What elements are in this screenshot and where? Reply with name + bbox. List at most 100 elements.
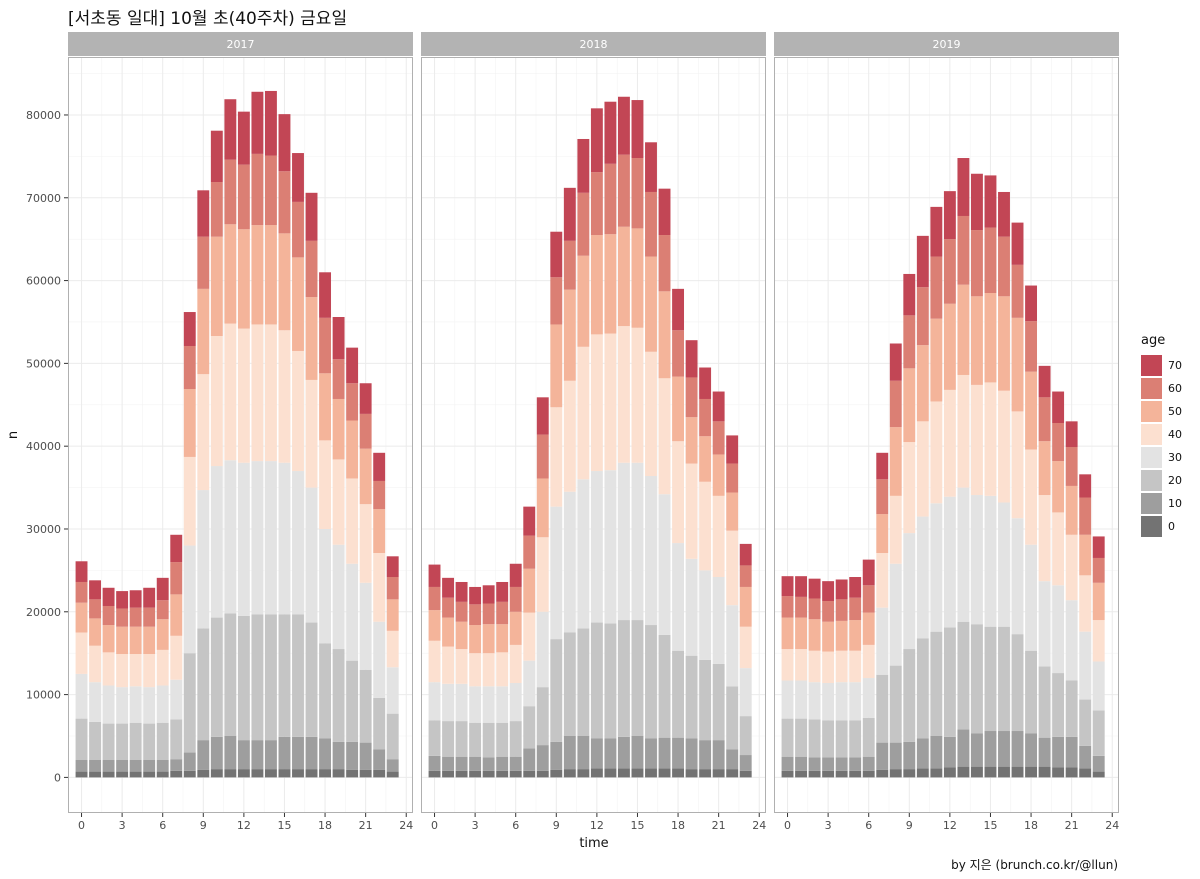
bar-segment-age-30 (699, 570, 712, 660)
bar-segment-age-20 (469, 722, 482, 757)
bar-segment-age-40 (658, 378, 671, 495)
bar-segment-age-10 (822, 757, 835, 771)
legend-key-age-0 (1141, 516, 1162, 537)
bar-segment-age-10 (739, 755, 752, 771)
bar-segment-age-30 (89, 682, 102, 722)
bar-segment-age-40 (197, 374, 210, 491)
bar-segment-age-60 (889, 380, 902, 428)
bar-segment-age-20 (183, 653, 196, 753)
bar-segment-age-30 (197, 490, 210, 629)
bar-segment-age-40 (1025, 449, 1038, 545)
bar-segment-age-40 (1065, 534, 1078, 601)
bar-segment-age-20 (143, 723, 156, 760)
bar-segment-age-0 (984, 766, 997, 778)
bar-segment-age-40 (183, 456, 196, 546)
bar-segment-age-40 (550, 407, 563, 507)
bar-segment-age-10 (998, 731, 1010, 767)
bar-segment-age-10 (943, 736, 956, 768)
bar-segment-age-0 (835, 770, 848, 778)
bar-segment-age-0 (876, 769, 889, 778)
bar-segment-age-50 (943, 303, 956, 390)
bar-segment-age-0 (903, 769, 916, 778)
bar-segment-age-70 (617, 96, 630, 155)
bar-segment-age-50 (726, 492, 739, 531)
bar-segment-age-70 (739, 543, 752, 566)
bar-segment-age-10 (116, 760, 129, 772)
bar-segment-age-70 (835, 579, 848, 600)
bar-segment-age-20 (210, 617, 223, 737)
bar-segment-age-30 (143, 687, 156, 724)
bar-segment-age-30 (604, 470, 617, 624)
bar-segment-age-40 (903, 442, 916, 534)
bar-segment-age-60 (210, 182, 223, 237)
bar-segment-age-20 (916, 638, 929, 739)
bar-segment-age-70 (143, 587, 156, 608)
bar-segment-age-40 (373, 553, 386, 622)
bar-segment-age-40 (156, 649, 169, 686)
legend-label: 70 (1168, 359, 1182, 372)
bar-segment-age-70 (699, 367, 712, 399)
bar-segment-age-0 (386, 771, 399, 778)
bar-segment-age-20 (577, 628, 590, 736)
bar-segment-age-20 (1038, 666, 1051, 738)
bar-segment-age-50 (102, 625, 115, 653)
bar-segment-age-50 (1079, 534, 1092, 576)
x-tick-label: 21 (359, 819, 373, 832)
bar-segment-age-10 (590, 738, 603, 769)
bar-segment-age-30 (916, 516, 929, 639)
bar-segment-age-20 (631, 620, 644, 736)
bar-segment-age-60 (292, 201, 304, 258)
bar-segment-age-40 (631, 327, 644, 463)
bar-segment-age-30 (1025, 544, 1038, 651)
bar-segment-age-0 (305, 769, 318, 778)
bar-segment-age-40 (102, 652, 115, 686)
bar-segment-age-40 (1092, 620, 1105, 662)
bar-segment-age-70 (183, 312, 196, 346)
bar-segment-age-40 (332, 459, 345, 545)
facet-strip (774, 32, 1119, 56)
bar-segment-age-70 (712, 391, 725, 422)
bar-segment-age-10 (631, 735, 644, 769)
x-tick-label: 9 (553, 819, 560, 832)
bar-segment-age-40 (237, 328, 250, 463)
bar-segment-age-50 (930, 318, 943, 402)
bar-segment-age-70 (808, 578, 821, 599)
bar-segment-age-30 (550, 506, 563, 640)
bar-segment-age-70 (604, 101, 617, 164)
bar-segment-age-60 (930, 256, 943, 319)
bar-segment-age-30 (224, 460, 237, 614)
bar-segment-age-50 (536, 478, 549, 538)
x-tick-label: 9 (906, 819, 913, 832)
bar-segment-age-0 (346, 769, 359, 778)
bar-segment-age-30 (359, 582, 372, 670)
bar-segment-age-0 (1038, 766, 1051, 778)
bar-segment-age-20 (1011, 634, 1024, 732)
bar-segment-age-20 (373, 697, 386, 750)
bar-segment-age-40 (781, 649, 794, 681)
bar-segment-age-20 (876, 674, 889, 743)
bar-segment-age-50 (183, 389, 196, 457)
bar-segment-age-0 (373, 769, 386, 778)
bar-segment-age-20 (102, 723, 115, 760)
bar-segment-age-60 (455, 601, 468, 622)
bar-segment-age-30 (305, 487, 318, 623)
bar-segment-age-20 (536, 687, 549, 746)
bar-segment-age-50 (550, 324, 563, 408)
bar-segment-age-10 (170, 759, 183, 771)
bar-segment-age-10 (89, 760, 102, 772)
bar-segment-age-10 (550, 741, 563, 770)
bar-segment-age-40 (862, 644, 875, 679)
bar-segment-age-50 (876, 514, 889, 553)
bar-segment-age-60 (658, 235, 671, 292)
bar-segment-age-0 (849, 770, 862, 778)
bar-segment-age-10 (699, 740, 712, 770)
bar-segment-age-10 (346, 741, 359, 770)
bar-segment-age-70 (631, 100, 644, 159)
bar-segment-age-40 (563, 380, 576, 492)
bar-segment-age-30 (862, 678, 875, 718)
bar-segment-age-60 (469, 604, 482, 626)
bar-segment-age-10 (1038, 737, 1051, 767)
bar-segment-age-30 (590, 471, 603, 623)
bar-segment-age-50 (862, 612, 875, 645)
bar-segment-age-60 (89, 599, 102, 619)
